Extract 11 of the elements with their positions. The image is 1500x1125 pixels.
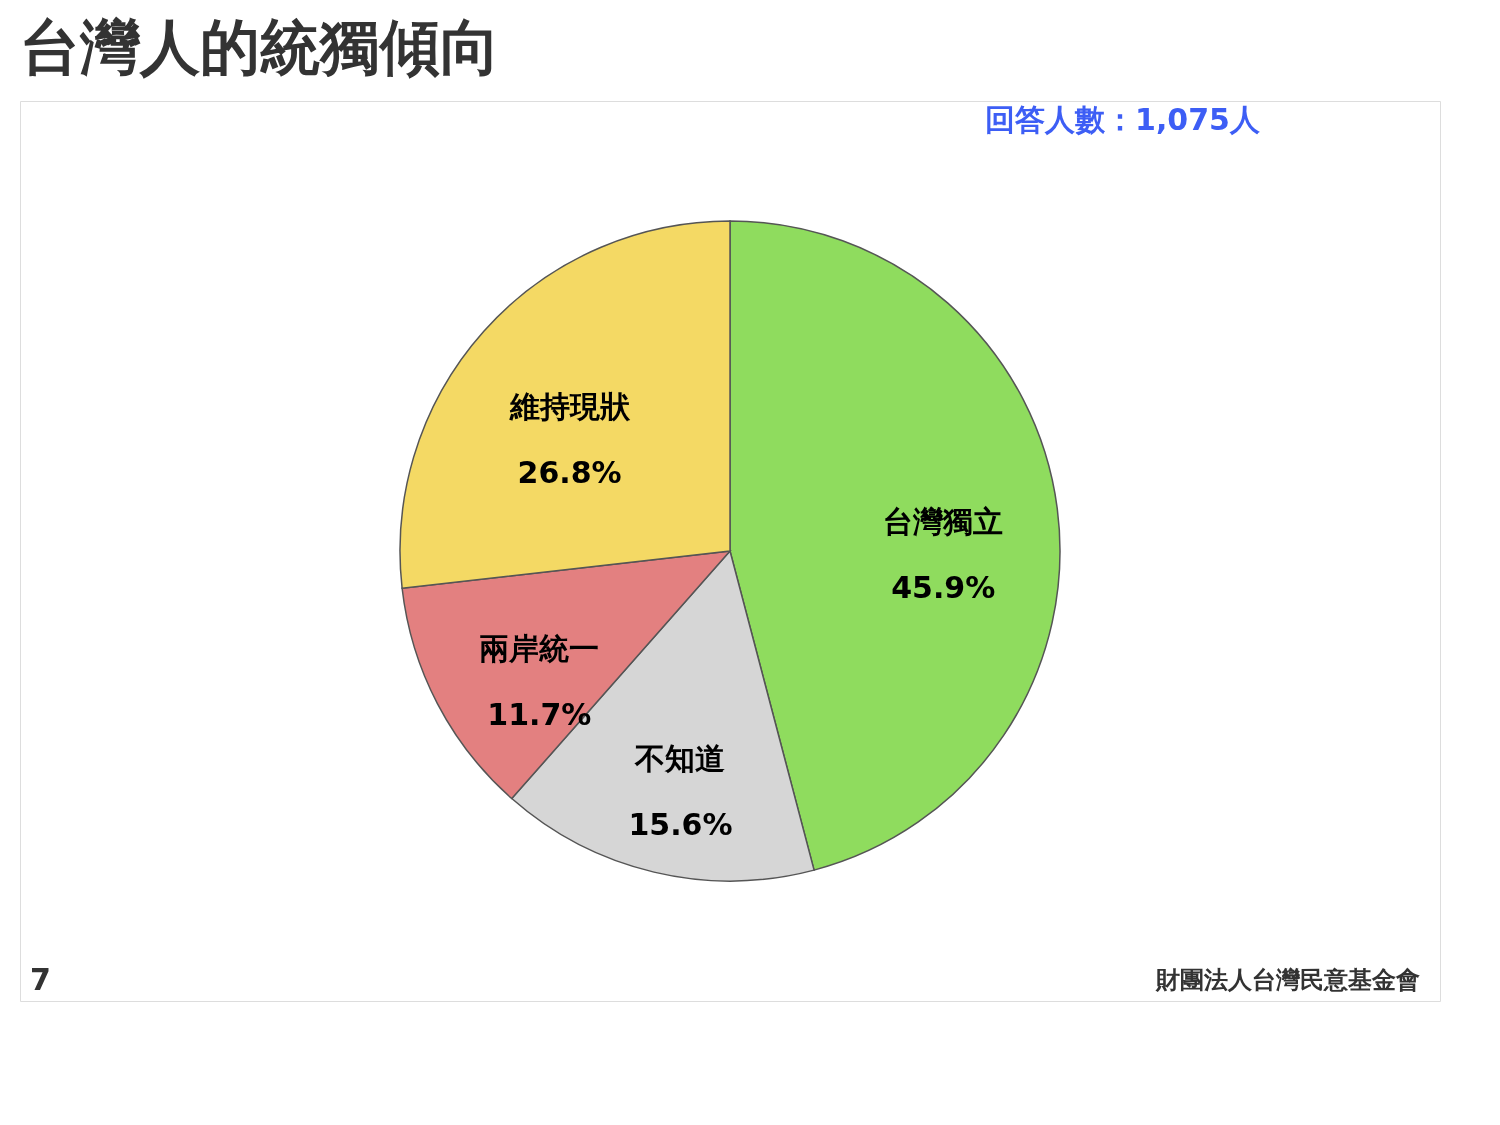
text: 財團法人台灣民意基金會 (1155, 966, 1420, 994)
text: 7 (30, 962, 51, 997)
chart-title: 台灣人的統獨傾向 (20, 12, 500, 82)
text: 回答人數：1,075人 (985, 102, 1261, 137)
data-label: 26.8% (517, 454, 622, 490)
slice-label: 台灣獨立 (883, 504, 1004, 540)
data-label: 45.9% (891, 570, 996, 606)
slice-label: 不知道 (634, 741, 726, 777)
slice-label: 兩岸統一 (479, 631, 600, 667)
data-label: 15.6% (628, 807, 733, 843)
slice-label: 維持現狀 (508, 388, 631, 424)
